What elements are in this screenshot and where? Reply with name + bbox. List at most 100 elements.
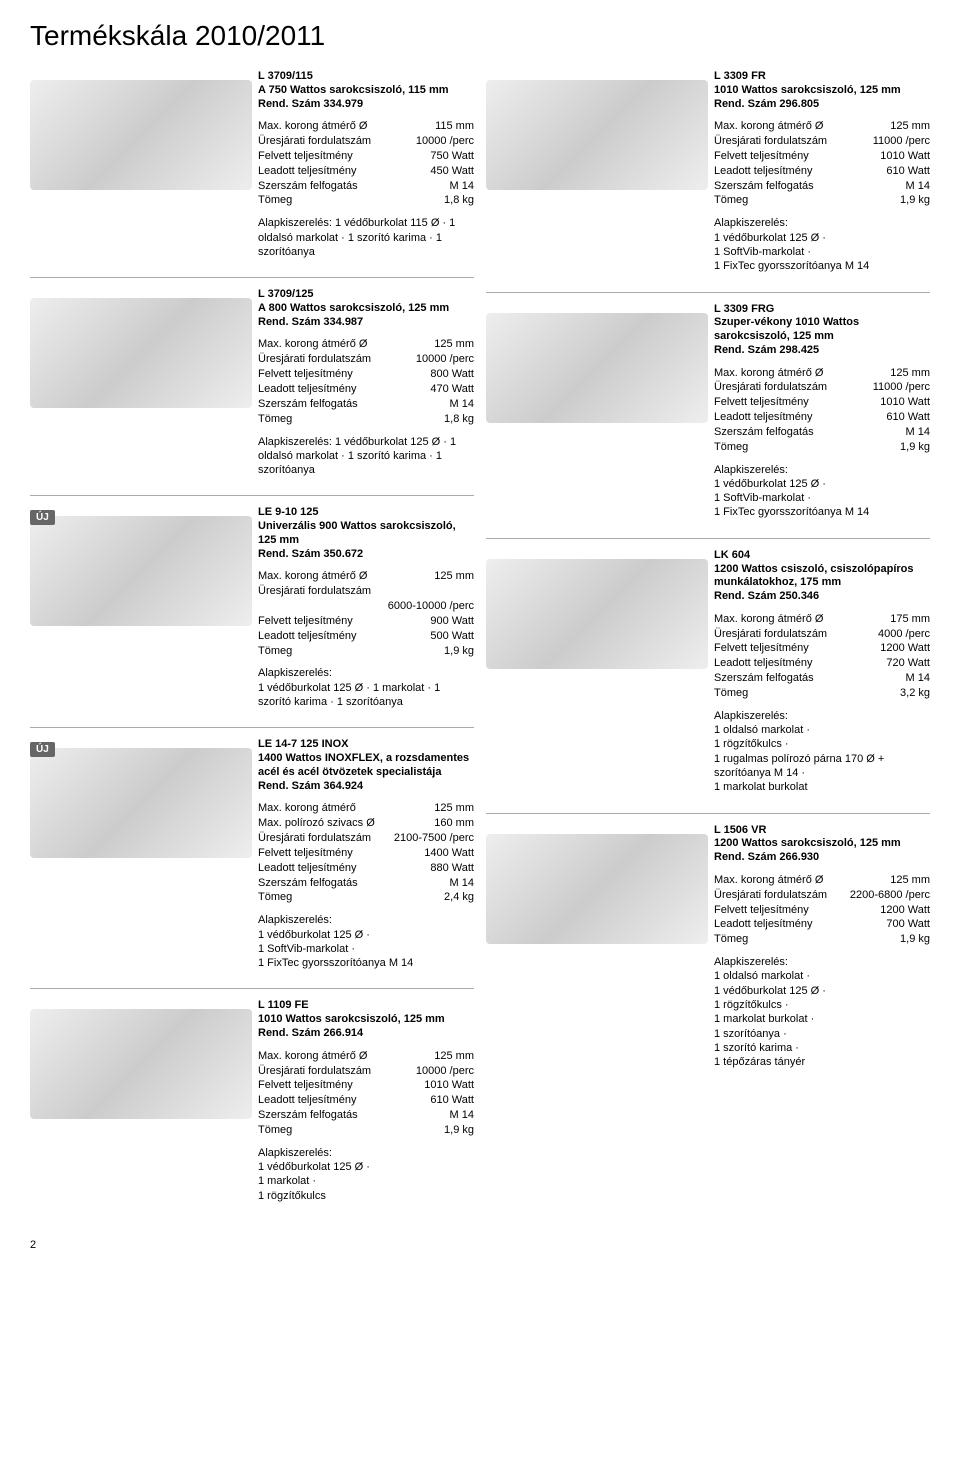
spec-row: Max. korong átmérő Ø125 mm bbox=[714, 119, 930, 134]
spec-value: 610 Watt bbox=[886, 164, 930, 179]
spec-row: Üresjárati fordulatszám 4000 /perc bbox=[714, 627, 930, 642]
spec-value: 900 Watt bbox=[430, 614, 474, 629]
spec-label: Max. korong átmérő Ø bbox=[714, 873, 823, 888]
product-title: L 1109 FE1010 Wattos sarokcsiszoló, 125 … bbox=[258, 999, 474, 1040]
spec-row: Szerszám felfogatás M 14 bbox=[258, 179, 474, 194]
spec-label: Tömeg bbox=[714, 686, 748, 701]
spec-row: Max. korong átmérő Ø125 mm bbox=[258, 1049, 474, 1064]
spec-value: M 14 bbox=[450, 1108, 474, 1123]
spec-value: 1010 Watt bbox=[424, 1078, 474, 1093]
spec-value: 470 Watt bbox=[430, 382, 474, 397]
main-columns: L 3709/115A 750 Wattos sarokcsiszoló, 11… bbox=[30, 70, 930, 1209]
spec-label: Leadott teljesítmény bbox=[258, 1093, 356, 1108]
spec-value: 4000 /perc bbox=[878, 627, 930, 642]
product-text-col: L 3709/115A 750 Wattos sarokcsiszoló, 11… bbox=[252, 70, 474, 259]
product-image-col bbox=[30, 999, 252, 1203]
product-block: L 3709/125A 800 Wattos sarokcsiszoló, 12… bbox=[30, 288, 474, 477]
spec-value: 1,8 kg bbox=[444, 193, 474, 208]
product-image bbox=[486, 834, 708, 944]
spec-value: 1,9 kg bbox=[900, 193, 930, 208]
spec-row: Szerszám felfogatásM 14 bbox=[714, 671, 930, 686]
spec-value: M 14 bbox=[450, 179, 474, 194]
spec-row: Üresjárati fordulatszám2200-6800 /perc bbox=[714, 888, 930, 903]
spec-value: 125 mm bbox=[890, 873, 930, 888]
product-image bbox=[486, 559, 708, 669]
product-title: LK 6041200 Wattos csiszoló, csiszolópapí… bbox=[714, 549, 930, 604]
spec-row: Üresjárati fordulatszám2100-7500 /perc bbox=[258, 831, 474, 846]
spec-label: Max. korong átmérő Ø bbox=[714, 612, 823, 627]
spec-label: Szerszám felfogatás bbox=[714, 671, 814, 686]
spec-label: Felvett teljesítmény bbox=[258, 149, 353, 164]
spec-row: Felvett teljesítmény1200 Watt bbox=[714, 641, 930, 656]
spec-row: Felvett teljesítmény1010 Watt bbox=[714, 395, 930, 410]
spec-label: Szerszám felfogatás bbox=[258, 179, 358, 194]
product-image-col bbox=[486, 303, 708, 520]
spec-value: M 14 bbox=[450, 397, 474, 412]
product-accessories: Alapkiszerelés:1 védőburkolat 125 Ø ·1 S… bbox=[258, 913, 474, 970]
spec-value: 800 Watt bbox=[430, 367, 474, 382]
spec-value: 1010 Watt bbox=[880, 395, 930, 410]
spec-row: Tömeg1,9 kg bbox=[714, 440, 930, 455]
product-image bbox=[30, 516, 252, 626]
product-image-col bbox=[486, 549, 708, 795]
product-image-wrap: ÚJ bbox=[30, 738, 252, 868]
spec-row: Leadott teljesítmény470 Watt bbox=[258, 382, 474, 397]
spec-label: Felvett teljesítmény bbox=[714, 149, 809, 164]
spec-value: 115 mm bbox=[435, 119, 474, 134]
product-image-wrap bbox=[486, 303, 708, 433]
divider bbox=[30, 277, 474, 278]
spec-value: 11000 /perc bbox=[873, 380, 930, 395]
product-title: L 1506 VR1200 Wattos sarokcsiszoló, 125 … bbox=[714, 824, 930, 865]
product-image-col bbox=[486, 824, 708, 1070]
spec-row: Tömeg1,8 kg bbox=[258, 412, 474, 427]
spec-label: Felvett teljesítmény bbox=[714, 641, 809, 656]
spec-row: Üresjárati fordulatszám10000 /perc bbox=[258, 1064, 474, 1079]
product-title: LE 14-7 125 INOX1400 Wattos INOXFLEX, a … bbox=[258, 738, 474, 793]
spec-row: Szerszám felfogatásM 14 bbox=[258, 397, 474, 412]
spec-value: 610 Watt bbox=[886, 410, 930, 425]
spec-row: Max. korong átmérő125 mm bbox=[258, 801, 474, 816]
spec-label: Üresjárati fordulatszám bbox=[258, 1064, 371, 1079]
divider bbox=[486, 538, 930, 539]
spec-row: Leadott teljesítmény500 Watt bbox=[258, 629, 474, 644]
spec-label: Üresjárati fordulatszám bbox=[714, 627, 827, 642]
spec-row: Üresjárati fordulatszám10000 /perc bbox=[258, 352, 474, 367]
spec-value: 720 Watt bbox=[886, 656, 930, 671]
spec-label: Felvett teljesítmény bbox=[258, 614, 353, 629]
spec-row: Leadott teljesítmény610 Watt bbox=[714, 410, 930, 425]
spec-label: Tömeg bbox=[258, 412, 292, 427]
spec-value: 2,4 kg bbox=[444, 890, 474, 905]
spec-value: 450 Watt bbox=[430, 164, 474, 179]
spec-row: Leadott teljesítmény450 Watt bbox=[258, 164, 474, 179]
product-text-col: L 1109 FE1010 Wattos sarokcsiszoló, 125 … bbox=[252, 999, 474, 1203]
spec-value: 880 Watt bbox=[430, 861, 474, 876]
product-accessories: Alapkiszerelés: 1 védőburkolat 125 Ø · 1… bbox=[258, 435, 474, 478]
spec-value: 3,2 kg bbox=[900, 686, 930, 701]
spec-value: 175 mm bbox=[890, 612, 930, 627]
divider bbox=[486, 813, 930, 814]
spec-row: Tömeg2,4 kg bbox=[258, 890, 474, 905]
spec-label: Max. korong átmérő Ø bbox=[258, 569, 367, 584]
product-block: LK 6041200 Wattos csiszoló, csiszolópapí… bbox=[486, 549, 930, 795]
divider bbox=[486, 292, 930, 293]
product-accessories: Alapkiszerelés:1 védőburkolat 125 Ø ·1 S… bbox=[714, 463, 930, 520]
spec-row: Tömeg 3,2 kg bbox=[714, 686, 930, 701]
spec-row: Szerszám felfogatásM 14 bbox=[714, 179, 930, 194]
product-block: L 3309 FRGSzuper-vékony 1010 Wattos saro… bbox=[486, 303, 930, 520]
spec-row: Leadott teljesítmény720 Watt bbox=[714, 656, 930, 671]
spec-label: Tömeg bbox=[714, 193, 748, 208]
spec-row: Üresjárati fordulatszám10000 /perc bbox=[258, 134, 474, 149]
spec-row: Felvett teljesítmény800 Watt bbox=[258, 367, 474, 382]
spec-label: Felvett teljesítmény bbox=[258, 846, 353, 861]
spec-label: Felvett teljesítmény bbox=[714, 903, 809, 918]
spec-row: Felvett teljesítmény 1200 Watt bbox=[714, 903, 930, 918]
spec-value: 1200 Watt bbox=[880, 903, 930, 918]
spec-row: Max. korong átmérő Ø125 mm bbox=[714, 366, 930, 381]
spec-value: 125 mm bbox=[434, 569, 474, 584]
spec-value: M 14 bbox=[906, 179, 930, 194]
spec-row: Max. polírozó szivacs Ø160 mm bbox=[258, 816, 474, 831]
product-image bbox=[30, 748, 252, 858]
spec-row: Max. korong átmérő Ø 125 mm bbox=[258, 569, 474, 584]
spec-label: Üresjárati fordulatszám bbox=[258, 831, 371, 846]
product-image-col: ÚJ bbox=[30, 738, 252, 970]
